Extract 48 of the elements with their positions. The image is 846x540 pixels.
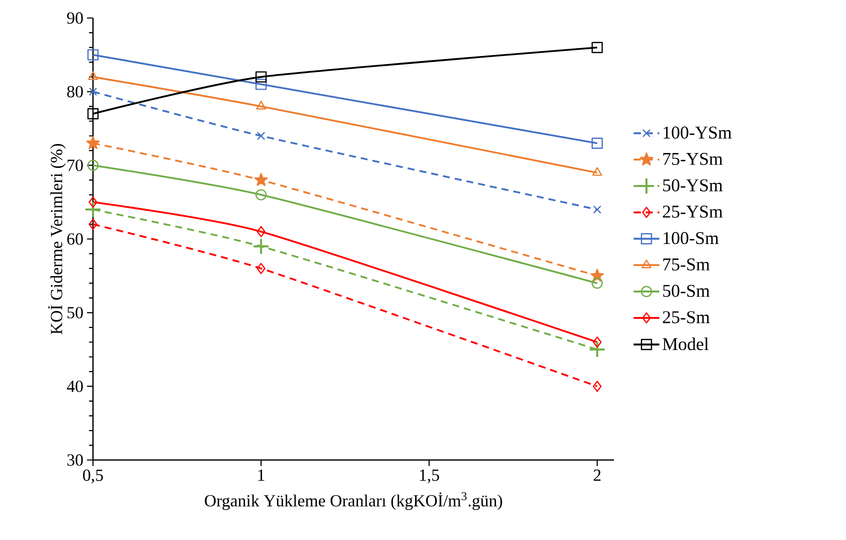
point: [88, 218, 98, 230]
y-axis-title: KOİ Giderme Verimleri (%): [48, 144, 66, 334]
y-tick-label: 70: [68, 160, 83, 172]
point: [592, 380, 602, 392]
legend-label: Model: [662, 338, 709, 350]
point: [87, 160, 99, 171]
y-tick-label: 90: [67, 12, 83, 24]
point: [256, 262, 266, 274]
y-tick-label: 30: [67, 454, 83, 466]
legend-label: 50-Sm: [663, 284, 710, 297]
point: [592, 138, 603, 149]
y-tick-label: 80: [67, 86, 83, 98]
point: [86, 136, 100, 150]
legend-label: 100-YSm: [664, 126, 732, 139]
point: [256, 132, 266, 140]
x-axis-title: Organik Yükleme Oranları (kgKOİ/m$^{3}$.gün): [204, 492, 502, 510]
point: [588, 341, 606, 358]
point: [88, 88, 98, 96]
point: [255, 78, 267, 90]
point: [254, 172, 268, 186]
point: [87, 49, 99, 60]
point: [592, 278, 603, 289]
legend-label: 75-Sm: [663, 258, 710, 270]
y-tick-label: 40: [66, 380, 83, 392]
point: [256, 226, 266, 238]
point: [592, 336, 602, 348]
point: [84, 201, 102, 218]
legend-label: 75-YSm: [663, 152, 723, 165]
point: [88, 71, 98, 80]
point: [593, 205, 602, 214]
x-tick-label: 1: [258, 470, 264, 481]
point: [252, 238, 270, 255]
legend-label: 25-YSm: [662, 206, 723, 218]
x-tick-label: 2: [594, 470, 600, 481]
x-tick-label: 0,5: [83, 470, 103, 484]
point: [255, 189, 267, 200]
point: [256, 100, 266, 110]
legend-label: 50-YSm: [663, 179, 723, 192]
legend-label: 25-Sm: [662, 311, 710, 324]
legend-label: 100-Sm: [664, 232, 719, 244]
point: [87, 108, 99, 120]
point: [88, 196, 98, 208]
y-tick-label: 50: [68, 306, 83, 318]
x-tick-label: 1,5: [420, 470, 440, 484]
point: [592, 42, 603, 54]
point: [255, 71, 267, 83]
point: [592, 167, 602, 176]
y-tick-label: 60: [67, 233, 83, 245]
